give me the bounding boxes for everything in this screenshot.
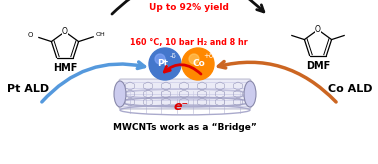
- Circle shape: [155, 54, 165, 64]
- Text: HMF: HMF: [53, 63, 77, 73]
- FancyBboxPatch shape: [119, 79, 251, 109]
- Circle shape: [189, 54, 199, 64]
- Text: -δ: -δ: [170, 53, 177, 59]
- Text: OH: OH: [96, 32, 105, 37]
- Text: DMF: DMF: [306, 61, 330, 71]
- Ellipse shape: [114, 81, 126, 107]
- Text: +δ: +δ: [203, 53, 213, 59]
- Text: Co ALD: Co ALD: [328, 84, 372, 94]
- Text: Up to 92% yield: Up to 92% yield: [149, 2, 229, 11]
- Text: Pt ALD: Pt ALD: [7, 84, 49, 94]
- Text: Co: Co: [193, 59, 205, 68]
- Text: O: O: [315, 25, 321, 34]
- Circle shape: [149, 48, 181, 80]
- Text: MWCNTs work as a “Bridge”: MWCNTs work as a “Bridge”: [113, 123, 257, 132]
- FancyArrowPatch shape: [164, 65, 201, 74]
- Text: e⁻: e⁻: [174, 100, 189, 113]
- Ellipse shape: [244, 81, 256, 107]
- Circle shape: [182, 48, 214, 80]
- FancyArrowPatch shape: [112, 0, 264, 14]
- Text: 160 °C, 10 bar H₂ and 8 hr: 160 °C, 10 bar H₂ and 8 hr: [130, 39, 248, 48]
- Text: O: O: [28, 32, 33, 38]
- FancyArrowPatch shape: [42, 62, 144, 102]
- Text: O: O: [62, 27, 68, 36]
- FancyArrowPatch shape: [218, 62, 336, 102]
- Text: Pt: Pt: [158, 59, 169, 68]
